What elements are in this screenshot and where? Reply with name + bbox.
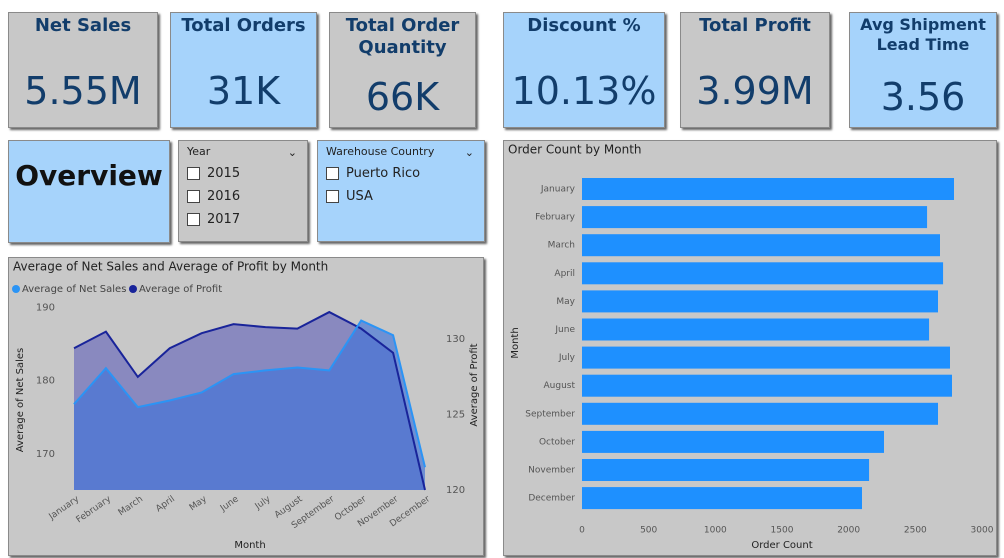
kpi-card: Net Sales 5.55M bbox=[8, 12, 158, 128]
slicer-option[interactable]: Puerto Rico bbox=[326, 162, 476, 185]
y-tick-label: January bbox=[540, 185, 576, 195]
bar bbox=[582, 318, 930, 341]
kpi-label: Discount % bbox=[527, 15, 641, 36]
kpi-card: Total Profit 3.99M bbox=[680, 12, 830, 128]
bar bbox=[582, 206, 928, 229]
y2-tick-label: 130 bbox=[446, 334, 465, 345]
legend-label: Average of Profit bbox=[139, 284, 222, 295]
chart-title: Average of Net Sales and Average of Prof… bbox=[13, 260, 328, 274]
option-label: 2015 bbox=[207, 166, 241, 181]
option-label: USA bbox=[346, 189, 373, 204]
x-tick-label: 500 bbox=[640, 526, 657, 536]
y-tick-label: March bbox=[548, 241, 575, 251]
chart-title: Order Count by Month bbox=[508, 143, 642, 157]
x-tick-label: July bbox=[253, 494, 273, 512]
y-tick-label: July bbox=[558, 353, 576, 363]
x-tick-label: May bbox=[188, 494, 210, 513]
y-tick-label: 170 bbox=[36, 449, 55, 460]
option-label: 2016 bbox=[207, 189, 241, 204]
kpi-value: 3.56 bbox=[880, 75, 966, 119]
chevron[interactable]: ⌄ bbox=[464, 146, 474, 159]
kpi-label: Total Order Quantity bbox=[345, 15, 460, 58]
y2-tick-label: 120 bbox=[446, 485, 465, 496]
legend-marker bbox=[129, 285, 137, 293]
y2-axis-title: Average of Profit bbox=[469, 343, 480, 426]
y-tick-label: 190 bbox=[36, 302, 55, 313]
slicer-option[interactable]: USA bbox=[326, 185, 476, 208]
x-axis-title: Order Count bbox=[751, 540, 812, 551]
kpi-card: Total Orders 31K bbox=[170, 12, 317, 128]
legend-marker bbox=[12, 285, 20, 293]
bar bbox=[582, 178, 954, 200]
y2-tick-label: 125 bbox=[446, 410, 465, 421]
overview-box: Overview bbox=[8, 140, 170, 243]
x-tick-label: 1000 bbox=[704, 526, 727, 536]
kpi-label: Total Profit bbox=[699, 15, 811, 36]
y-tick-label: August bbox=[544, 381, 576, 391]
slicer[interactable]: Warehouse Country ⌄ Puerto Rico USA bbox=[317, 140, 485, 242]
option-label: 2017 bbox=[207, 212, 241, 227]
y-tick-label: June bbox=[554, 325, 575, 335]
slicer-title: Warehouse Country bbox=[326, 145, 435, 158]
slicer-option[interactable]: 2016 bbox=[187, 185, 299, 208]
y-tick-label: April bbox=[554, 269, 575, 279]
bar bbox=[582, 459, 870, 481]
x-tick-label: 2000 bbox=[837, 526, 860, 536]
bar bbox=[582, 262, 944, 285]
kpi-value: 66K bbox=[365, 75, 440, 119]
x-tick-label: June bbox=[218, 494, 241, 514]
bar bbox=[582, 430, 884, 453]
y-tick-label: September bbox=[525, 409, 575, 419]
x-tick-label: February bbox=[75, 494, 114, 525]
series-area bbox=[74, 320, 425, 490]
y-tick-label: November bbox=[528, 466, 575, 476]
bar bbox=[582, 346, 950, 369]
option-label: Puerto Rico bbox=[346, 166, 421, 181]
bar-chart: Order Count by Month 0 500 1000 1500 2000 2500… bbox=[508, 143, 994, 552]
kpi-value: 3.99M bbox=[696, 69, 814, 113]
kpi-card: Avg Shipment Lead Time 3.56 bbox=[849, 12, 997, 128]
bar bbox=[582, 290, 938, 313]
slicer-title: Year bbox=[187, 145, 211, 158]
y-tick-label: October bbox=[539, 437, 575, 447]
slicer[interactable]: Year ⌄ 2015 2016 2017 bbox=[178, 140, 308, 242]
series-line bbox=[73, 310, 426, 491]
bar bbox=[582, 234, 940, 257]
y-tick-label: December bbox=[528, 494, 575, 504]
y-axis-title: Month bbox=[510, 327, 521, 358]
y-tick-label: February bbox=[535, 213, 576, 223]
x-tick-label: 1500 bbox=[771, 526, 794, 536]
y-tick-label: 180 bbox=[36, 376, 55, 387]
bar bbox=[582, 487, 862, 510]
kpi-value: 10.13% bbox=[511, 69, 657, 113]
bar bbox=[582, 374, 952, 397]
slicer-option[interactable]: 2015 bbox=[187, 162, 299, 185]
legend-label: Average of Net Sales bbox=[22, 284, 126, 295]
kpi-label: Avg Shipment Lead Time bbox=[860, 15, 986, 54]
kpi-card: Total Order Quantity 66K bbox=[329, 12, 476, 128]
kpi-card: Discount % 10.13% bbox=[503, 12, 665, 128]
x-axis-title: Month bbox=[234, 540, 265, 551]
kpi-label: Net Sales bbox=[34, 15, 132, 36]
kpi-value: 5.55M bbox=[24, 69, 142, 113]
x-tick-label: 2500 bbox=[904, 526, 927, 536]
x-tick-label: March bbox=[117, 494, 145, 518]
x-tick-label: 0 bbox=[579, 526, 585, 536]
kpi-value: 31K bbox=[206, 69, 281, 113]
area-chart: Average of Net Sales and Average of Prof… bbox=[12, 260, 480, 551]
overview-title: Overview bbox=[15, 159, 163, 192]
chevron[interactable]: ⌄ bbox=[287, 146, 297, 159]
y-tick-label: May bbox=[556, 297, 575, 307]
series-line bbox=[73, 319, 426, 468]
kpi-label: Total Orders bbox=[181, 15, 306, 36]
slicer-option[interactable]: 2017 bbox=[187, 208, 299, 231]
x-tick-label: April bbox=[154, 494, 177, 514]
y-axis-title: Average of Net Sales bbox=[15, 348, 26, 452]
x-tick-label: 3000 bbox=[971, 526, 994, 536]
bar bbox=[582, 402, 938, 425]
